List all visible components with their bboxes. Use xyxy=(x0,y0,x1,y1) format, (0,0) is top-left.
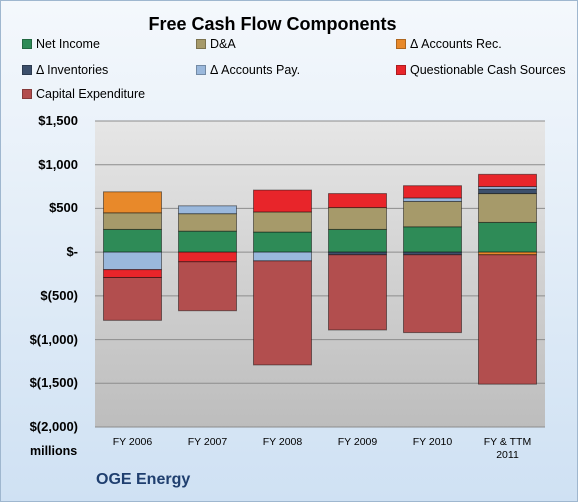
legend-swatch xyxy=(196,65,206,75)
legend-swatch xyxy=(196,39,206,49)
plot-area xyxy=(95,121,545,427)
legend-label: Capital Expenditure xyxy=(36,87,146,101)
bar-accounts-pay-fy-2006 xyxy=(103,251,162,271)
x-tick-label: FY 2009 xyxy=(337,436,378,448)
bar-capital-expenditure-fy-2009 xyxy=(328,254,387,331)
bar-capital-expenditure-fy-2008 xyxy=(253,260,312,366)
bar-accounts-pay-fy-2007 xyxy=(178,205,237,215)
company-name: OGE Energy xyxy=(96,471,191,488)
bar-net-income-fy-2007 xyxy=(178,230,237,253)
bar-d-a-fy-ttm-2011 xyxy=(478,193,537,223)
bar-d-a-fy-2006 xyxy=(103,212,162,230)
bar-d-a-fy-2010 xyxy=(403,200,462,228)
y-tick-label: $(1,000) xyxy=(29,331,78,347)
bar-d-a-fy-2008 xyxy=(253,211,312,233)
x-tick-label: FY 2007 xyxy=(187,436,228,448)
bar-inventories-fy-ttm-2011 xyxy=(478,188,537,195)
legend-item-accounts-rec: Δ Accounts Rec. xyxy=(396,37,502,51)
legend-item-net-income: Net Income xyxy=(22,37,100,51)
legend-label: Net Income xyxy=(36,37,100,51)
legend-item-capital-expenditure: Capital Expenditure xyxy=(22,87,145,101)
bar-questionable-cash-sources-fy-ttm-2011 xyxy=(478,173,537,188)
bar-d-a-fy-2007 xyxy=(178,213,237,232)
legend-item-accounts-pay: Δ Accounts Pay. xyxy=(196,63,300,77)
legend-label: Δ Accounts Rec. xyxy=(410,37,502,51)
x-tick-label: FY & TTM 2011 xyxy=(483,436,532,461)
bar-net-income-fy-2006 xyxy=(103,228,162,253)
y-tick-label: $1,500 xyxy=(38,113,78,128)
y-tick-label: $(500) xyxy=(40,287,78,303)
unit-label: millions xyxy=(30,444,78,458)
x-tick-label: FY 2010 xyxy=(412,436,453,448)
legend-swatch xyxy=(396,39,406,49)
bar-accounts-pay-fy-2008 xyxy=(253,251,312,262)
legend-label: D&A xyxy=(210,37,236,51)
bar-capital-expenditure-fy-ttm-2011 xyxy=(478,254,537,385)
bar-questionable-cash-sources-fy-2008 xyxy=(253,189,312,213)
legend-item-questionable-cash-sources: Questionable Cash Sources xyxy=(396,63,566,77)
bar-questionable-cash-sources-fy-2006 xyxy=(103,269,162,278)
legend-swatch xyxy=(22,65,32,75)
y-tick-label: $(2,000) xyxy=(29,419,78,434)
bar-net-income-fy-2008 xyxy=(253,231,312,253)
y-tick-label: $(1,500) xyxy=(29,375,78,391)
legend-swatch xyxy=(396,65,406,75)
bar-d-a-fy-2009 xyxy=(328,207,387,230)
y-tick-label: $500 xyxy=(49,200,78,216)
x-tick-label: FY 2006 xyxy=(112,436,153,448)
legend-label: Questionable Cash Sources xyxy=(410,63,566,77)
legend-swatch xyxy=(22,89,32,99)
x-tick-label: FY 2008 xyxy=(262,436,303,448)
legend-label: Δ Inventories xyxy=(36,63,109,77)
bar-capital-expenditure-fy-2010 xyxy=(403,254,462,334)
bar-capital-expenditure-fy-2007 xyxy=(178,261,237,312)
bar-accounts-rec-fy-2006 xyxy=(103,191,162,214)
bar-questionable-cash-sources-fy-2010 xyxy=(403,185,462,199)
bar-capital-expenditure-fy-2006 xyxy=(103,276,162,321)
bar-net-income-fy-ttm-2011 xyxy=(478,221,537,253)
bar-questionable-cash-sources-fy-2009 xyxy=(328,193,387,209)
legend-swatch xyxy=(22,39,32,49)
chart-title: Free Cash Flow Components xyxy=(148,14,397,34)
legend-item-d-a: D&A xyxy=(196,37,236,51)
legend-item-inventories: Δ Inventories xyxy=(22,63,108,77)
y-tick-label: $- xyxy=(66,244,78,260)
bar-accounts-pay-fy-2010 xyxy=(403,197,462,202)
legend-label: Δ Accounts Pay. xyxy=(210,63,301,77)
y-tick-label: $1,000 xyxy=(38,156,78,172)
bar-net-income-fy-2009 xyxy=(328,228,387,253)
bar-questionable-cash-sources-fy-2007 xyxy=(178,251,237,263)
bar-net-income-fy-2010 xyxy=(403,226,462,253)
